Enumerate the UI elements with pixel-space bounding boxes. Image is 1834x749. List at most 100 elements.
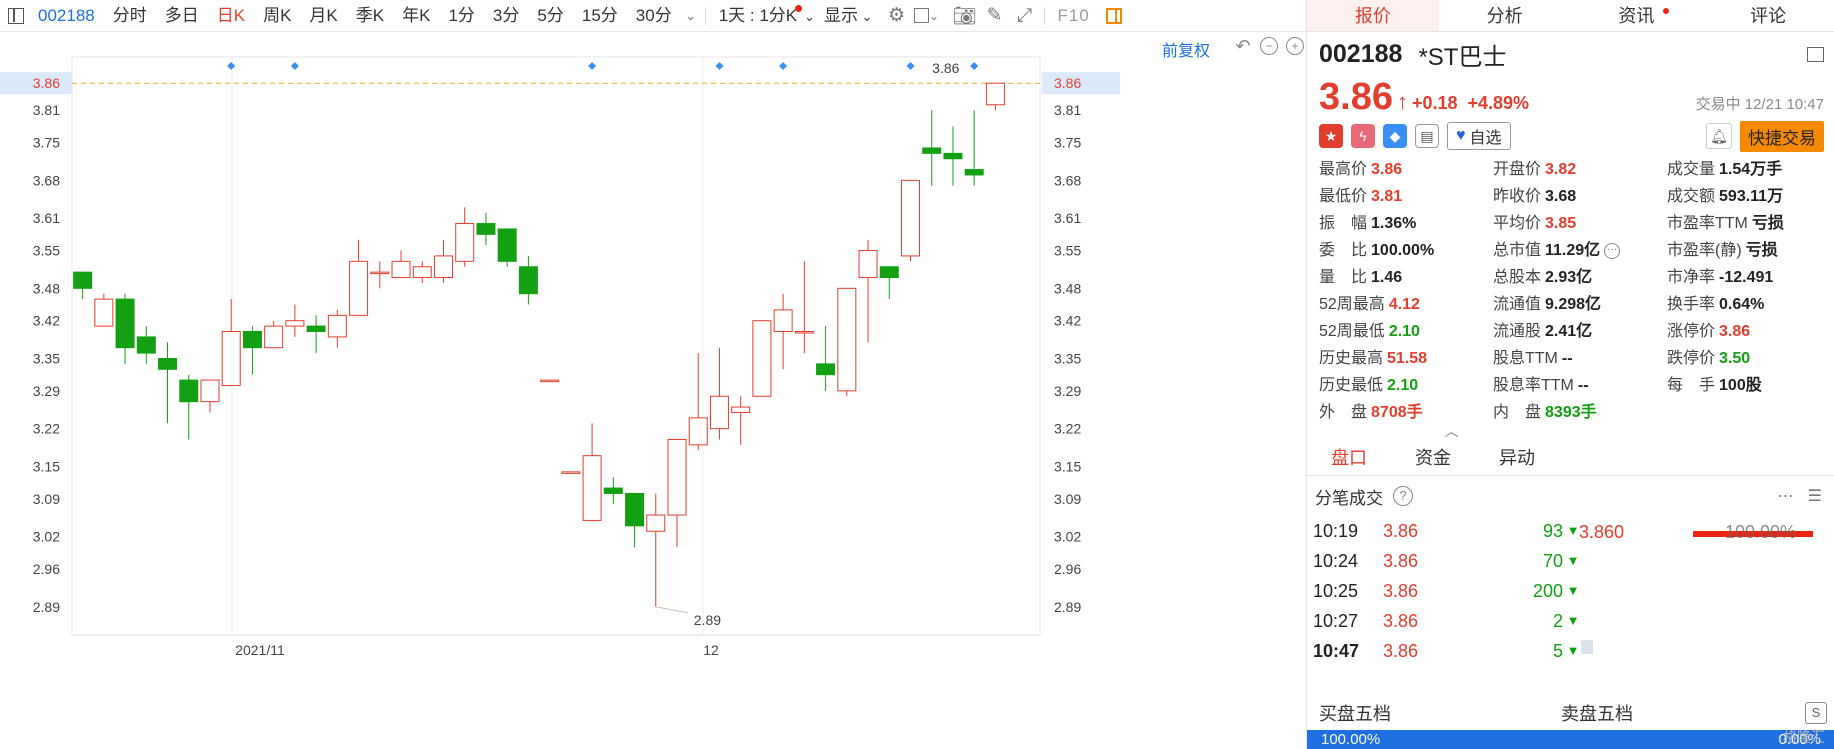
more-icon[interactable]: ··· xyxy=(1604,242,1621,259)
timeframe-select[interactable]: 1天 : 1分K ⌄ xyxy=(710,0,824,32)
checkbox-icon[interactable]: ⌄ xyxy=(912,0,942,32)
sidebar-toggle-icon[interactable] xyxy=(8,7,24,24)
subtab-0[interactable]: 盘口 xyxy=(1331,447,1367,468)
stat-item: 历史最低 2.10 xyxy=(1319,372,1493,399)
stat-value: 2.10 xyxy=(1387,377,1419,394)
undo-icon[interactable]: ↶ xyxy=(1235,36,1251,56)
y-tick-label-right: 3.35 xyxy=(1054,350,1081,366)
bookmark-icon[interactable]: ▤ xyxy=(1415,124,1439,148)
ticks-title: 分笔成交 xyxy=(1315,488,1383,508)
period-tab[interactable]: 30分 xyxy=(635,5,672,25)
chevron-down-icon[interactable]: ⌄ xyxy=(685,7,697,23)
expand-icon[interactable]: ⤢ xyxy=(1016,4,1033,26)
pencil-icon[interactable]: ✎ xyxy=(986,5,1003,26)
zoom-out-icon[interactable]: − xyxy=(1260,37,1278,55)
bell-icon[interactable]: 🔔︎ xyxy=(1706,123,1732,149)
stat-item: 股息率TTM -- xyxy=(1493,372,1667,399)
candle-body xyxy=(455,223,475,262)
candle-body xyxy=(264,325,284,349)
period-tab[interactable]: 3分 xyxy=(492,5,520,25)
stat-item: 振 幅 1.36% xyxy=(1319,210,1493,237)
period-tab[interactable]: 分时 xyxy=(112,5,147,25)
panel-toggle-icon[interactable] xyxy=(1099,0,1129,32)
camera-icon[interactable]: 📷︎ xyxy=(952,5,977,27)
quote-summary: 002188 *ST巴士 3.86 ↑ +0.18 +4.89% 交易中 12/… xyxy=(1307,32,1834,438)
period-tab[interactable]: 1分 xyxy=(448,5,475,25)
stat-item: 跌停价 3.50 xyxy=(1667,345,1834,372)
price-change: +0.18 xyxy=(1411,93,1458,113)
tag-icon[interactable]: ◆ xyxy=(1383,124,1407,148)
y-tick-label-right: 3.55 xyxy=(1054,243,1081,259)
stat-label: 每 手 xyxy=(1667,377,1716,394)
tab-0[interactable]: 报价 xyxy=(1307,0,1439,31)
candle-body xyxy=(837,287,857,392)
y-tick-label-right: 3.75 xyxy=(1054,135,1081,151)
period-tab[interactable]: 年K xyxy=(402,5,431,25)
candle-body xyxy=(794,331,814,334)
stat-item: 量 比 1.46 xyxy=(1319,264,1493,291)
period-tab[interactable]: 月K xyxy=(309,5,338,25)
subtab-1[interactable]: 资金 xyxy=(1415,447,1451,468)
collapse-book-icon[interactable]: S xyxy=(1805,702,1827,724)
tick-volume: 5 xyxy=(1552,641,1563,661)
tab-3[interactable]: 评论 xyxy=(1702,0,1834,31)
stat-value: -- xyxy=(1561,350,1573,367)
candle-body xyxy=(476,223,496,235)
stock-code-label[interactable]: 002188 xyxy=(38,5,95,25)
help-icon[interactable]: ? xyxy=(1393,486,1413,506)
period-tab[interactable]: 多日 xyxy=(164,5,199,25)
event-marker-icon xyxy=(779,62,788,70)
tick-row: 10:24 3.86 70 ▼ xyxy=(1313,546,1834,576)
scroll-indicator[interactable] xyxy=(1581,640,1593,654)
stat-label: 开盘价 xyxy=(1493,161,1542,178)
current-price-tag-left: 3.86 xyxy=(33,75,60,91)
quick-trade-button[interactable]: 快捷交易 xyxy=(1740,120,1824,152)
ask-title: 卖盘五档 xyxy=(1561,704,1633,724)
tab-2[interactable]: 资讯 xyxy=(1571,0,1703,31)
zoom-in-icon[interactable]: + xyxy=(1286,37,1304,55)
f10-button[interactable]: F10 xyxy=(1057,5,1090,25)
stat-item: 每 手 100股 xyxy=(1667,372,1834,399)
chevron-down-icon: ⌄ xyxy=(804,8,816,24)
candle-body xyxy=(433,255,453,279)
high-annotation: 3.86 xyxy=(932,60,959,76)
kline-chart[interactable]: 3.86 3.86 3.81 3.81 3.75 3.75 3.68 3.68 3.61 3.61… xyxy=(0,33,1306,749)
period-tab[interactable]: 周K xyxy=(263,5,292,25)
more-icon[interactable]: ⋯ xyxy=(1777,488,1794,505)
tick-time: 10:19 xyxy=(1313,521,1359,541)
y-tick-label-left: 3.02 xyxy=(33,529,60,545)
tab-label: 评论 xyxy=(1750,6,1787,26)
low-annotation: 2.89 xyxy=(694,612,721,628)
period-tab[interactable]: 日K xyxy=(216,5,246,25)
candle-body xyxy=(582,455,602,521)
period-tab[interactable]: 15分 xyxy=(581,5,618,25)
tick-row: 10:19 3.86 93 ▼ xyxy=(1313,516,1834,546)
stat-item: 市盈率TTM 亏损 xyxy=(1667,210,1834,237)
add-watchlist-button[interactable]: ♥ 自选 xyxy=(1447,122,1511,150)
y-tick-label-left: 3.29 xyxy=(33,383,60,399)
gear-icon[interactable]: ⚙ xyxy=(888,5,906,26)
bid-ask-ratio-bar: 100.00% 0.00% xyxy=(1307,730,1834,749)
list-icon[interactable]: ☰ xyxy=(1807,488,1822,505)
period-tab[interactable]: 季K xyxy=(355,5,385,25)
lightning-icon[interactable]: ϟ xyxy=(1351,124,1375,148)
subtab-2[interactable]: 异动 xyxy=(1499,447,1535,468)
period-tab[interactable]: 5分 xyxy=(537,5,564,25)
stat-value: 亏损 xyxy=(1751,215,1784,232)
restore-rights-button[interactable]: 前复权 xyxy=(1161,43,1210,60)
stat-value: 3.68 xyxy=(1545,188,1577,205)
y-tick-label-right: 3.61 xyxy=(1054,210,1081,226)
stat-label: 振 幅 xyxy=(1319,215,1368,232)
panel-tabs: 报价 分析 资讯 评论 xyxy=(1307,0,1834,32)
stat-label: 市净率 xyxy=(1667,269,1716,286)
china-flag-icon[interactable]: ★ xyxy=(1319,124,1343,148)
collapse-icon[interactable] xyxy=(1807,46,1824,62)
display-select[interactable]: 显示 ⌄ xyxy=(824,0,882,32)
chevron-up-icon[interactable]: ︿ xyxy=(1444,423,1459,439)
candle-body xyxy=(646,514,666,532)
tab-1[interactable]: 分析 xyxy=(1439,0,1571,31)
event-marker-icon xyxy=(290,62,299,70)
y-tick-label-left: 3.75 xyxy=(33,135,60,151)
x-tick-label: 12 xyxy=(703,642,719,658)
stat-value: 2.93亿 xyxy=(1545,269,1593,286)
